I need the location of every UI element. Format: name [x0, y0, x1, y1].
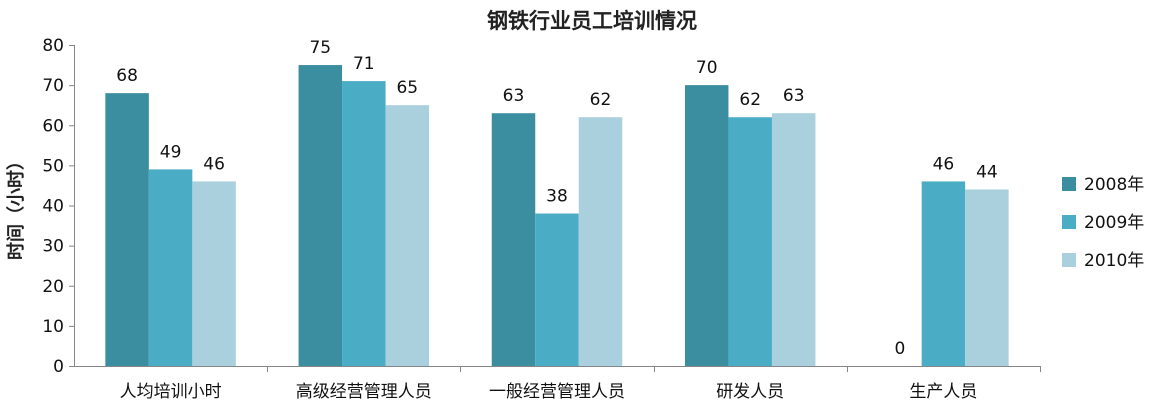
bar	[192, 181, 236, 366]
category-label: 高级经营管理人员	[296, 382, 432, 402]
y-tick-label: 0	[53, 357, 64, 377]
legend: 2008年 2009年 2010年	[1062, 175, 1144, 271]
data-label: 49	[160, 142, 182, 162]
data-label: 65	[396, 78, 418, 98]
y-tick-label: 70	[42, 76, 64, 96]
x-axis-ticks	[267, 366, 1041, 372]
data-label: 62	[590, 90, 612, 110]
bar	[728, 117, 772, 366]
category-label: 人均培训小时	[120, 382, 222, 402]
bar	[342, 81, 386, 367]
legend-label: 2008年	[1084, 175, 1144, 195]
bar	[105, 93, 149, 367]
chart-title: 钢铁行业员工培训情况	[487, 9, 697, 33]
bar	[921, 181, 966, 366]
legend-label: 2009年	[1084, 213, 1144, 233]
y-axis-ticks: 0 10 20 30 40 50 60 70 80	[42, 36, 74, 377]
y-tick-label: 80	[42, 36, 64, 56]
data-label: 0	[894, 339, 905, 359]
y-tick-label: 50	[42, 156, 64, 176]
data-label: 63	[783, 86, 805, 106]
bar	[578, 117, 623, 366]
legend-label: 2010年	[1084, 251, 1144, 271]
bar	[385, 105, 430, 366]
y-tick-label: 60	[42, 116, 64, 136]
y-axis-label: 时间（小时）	[6, 152, 27, 260]
data-label: 68	[116, 66, 138, 86]
bar	[965, 189, 1009, 366]
bars	[105, 65, 1009, 367]
legend-swatch	[1062, 253, 1076, 267]
legend-swatch	[1062, 177, 1076, 191]
data-label: 46	[203, 154, 225, 174]
data-label: 63	[503, 86, 525, 106]
data-label: 71	[353, 54, 375, 74]
data-label: 70	[696, 58, 718, 78]
y-tick-label: 20	[42, 277, 64, 297]
data-labels: 68 49 46 75 71 65 63 38 62 70 62 63 0 46 44	[116, 38, 997, 359]
y-tick-label: 10	[42, 317, 64, 337]
data-label: 75	[309, 38, 331, 58]
category-label: 生产人员	[909, 382, 977, 402]
data-label: 62	[739, 90, 761, 110]
data-label: 38	[546, 187, 568, 207]
category-label: 一般经营管理人员	[489, 382, 625, 402]
bar	[298, 65, 343, 366]
bar	[535, 213, 579, 366]
y-tick-label: 30	[42, 237, 64, 257]
category-labels: 人均培训小时 高级经营管理人员 一般经营管理人员 研发人员 生产人员	[120, 382, 978, 402]
category-label: 研发人员	[716, 382, 784, 402]
data-label: 46	[933, 154, 955, 174]
y-tick-label: 40	[42, 197, 64, 217]
bar	[148, 169, 193, 366]
bar	[491, 113, 536, 367]
legend-swatch	[1062, 215, 1076, 229]
bar	[771, 113, 816, 367]
data-label: 44	[976, 162, 998, 182]
bar	[684, 85, 729, 366]
